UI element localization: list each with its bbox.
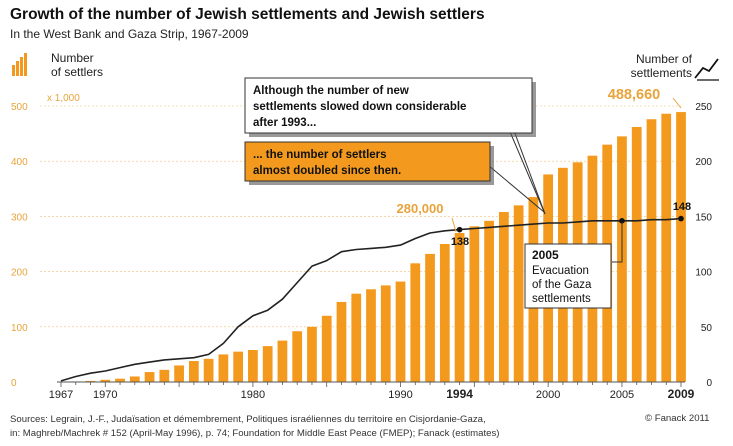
settlers-2009-label: 488,660: [608, 87, 660, 103]
settlers-bar: [85, 380, 96, 382]
right-tick-label: 0: [706, 378, 712, 389]
left-axis-label-line1: Number: [51, 51, 94, 65]
settlers-bar: [351, 293, 362, 382]
settlements-1994-label: 138: [451, 236, 469, 248]
settlers-bar: [454, 232, 465, 382]
annotation-gaza-line1: Evacuation: [532, 265, 589, 277]
settlers-bar: [321, 315, 332, 382]
settlers-bar: [129, 376, 140, 382]
x-tick-label: 2000: [536, 389, 560, 401]
annotation-slowdown: Although the number of new settlements s…: [244, 77, 546, 215]
settlers-bar: [676, 112, 686, 383]
settlers-bar: [631, 126, 642, 382]
settlers-bar: [115, 378, 125, 382]
settlers-bar: [159, 369, 170, 382]
settlements-line: [60, 217, 682, 382]
left-tick-label: 200: [11, 268, 28, 279]
left-axis-label-line2: of settlers: [51, 65, 103, 79]
right-axis-label-line1: Number of: [636, 52, 693, 66]
right-tick-label: 100: [695, 268, 712, 279]
right-tick-label: 50: [701, 323, 713, 334]
annotation-doubling: ... the number of settlers almost double…: [244, 141, 545, 213]
settlers-bar: [380, 285, 391, 382]
left-tick-label: 500: [11, 102, 28, 113]
x-tick-label: 1994: [446, 387, 473, 401]
settlements-marker: [456, 226, 463, 233]
settlements-marker: [678, 215, 684, 222]
right-tick-label: 200: [695, 157, 712, 168]
chart-title: Growth of the number of Jewish settlemen…: [10, 6, 485, 23]
settlers-bar: [410, 263, 421, 382]
settlers-bar: [277, 340, 288, 382]
settlers-bar: [100, 379, 111, 382]
settlers-axis-icon: [12, 53, 27, 76]
settlers-bar: [307, 326, 317, 382]
settlers-bar: [248, 349, 258, 382]
settlers-bar: [469, 226, 480, 382]
chart-subtitle: In the West Bank and Gaza Strip, 1967-20…: [10, 27, 249, 41]
chart-area: 0 100 200 300 400 500 0 50 100 150 200 250 1967 1970 1…: [11, 51, 719, 401]
settlements-2009-label: 148: [673, 201, 691, 213]
left-tick-label: 300: [11, 212, 28, 223]
settlements-axis-icon: [694, 58, 719, 81]
x-tick-label: 1990: [388, 389, 412, 401]
left-tick-label: 0: [11, 378, 17, 389]
settlers-bar: [262, 346, 273, 382]
settlers-bar: [188, 361, 199, 382]
settlers-bar: [395, 281, 406, 382]
settlers-bar: [144, 372, 155, 382]
settlements-marker: [619, 218, 625, 224]
settlers-bar: [336, 301, 347, 382]
annotation-gaza-line3: settlements: [532, 293, 591, 305]
settlers-2009-leader: [672, 97, 682, 109]
sources-note: Sources: Legrain, J.-F., Judaïsation et …: [10, 413, 500, 441]
right-tick-label: 150: [695, 212, 712, 223]
annotation-slowdown-line2: settlements slowed down considerable: [253, 101, 466, 113]
left-tick-label: 400: [11, 157, 28, 168]
annotation-gaza-evacuation: 2005 Evacuation of the Gaza settlements: [524, 222, 623, 309]
settlers-bar: [661, 113, 672, 382]
settlers-bar: [439, 244, 450, 382]
settlers-bar: [513, 205, 524, 382]
left-axis-unit: x 1,000: [47, 93, 80, 104]
settlers-bar: [292, 331, 303, 382]
sources-line-1: Sources: Legrain, J.-F., Judaïsation et …: [10, 414, 486, 425]
settlers-1994-label: 280,000: [397, 201, 444, 216]
x-tick-label: 2009: [668, 387, 695, 401]
annotation-slowdown-line3: after 1993...: [253, 117, 316, 129]
x-tick-label: 1980: [241, 389, 265, 401]
left-tick-label: 100: [11, 323, 28, 334]
x-tick-label: 2005: [610, 389, 634, 401]
settlers-bar: [646, 119, 657, 383]
annotation-slowdown-line1: Although the number of new: [253, 85, 409, 97]
settlers-bar: [233, 351, 244, 382]
right-axis-label-line2: settlements: [631, 66, 692, 80]
sources-line-2: in: Maghreb/Machrek # 152 (April-May 199…: [10, 428, 500, 439]
x-tick-label: 1967: [49, 389, 73, 401]
annotation-gaza-line2: of the Gaza: [532, 279, 592, 291]
annotation-doubling-line1: ... the number of settlers: [253, 149, 387, 161]
settlers-bar: [366, 289, 376, 382]
settlers-bar: [425, 253, 435, 382]
right-tick-label: 250: [695, 102, 712, 113]
settlers-bar: [174, 365, 184, 382]
annotation-doubling-line2: almost doubled since then.: [253, 165, 401, 177]
settlers-bar: [203, 358, 214, 382]
settlers-bar: [498, 211, 509, 382]
settlers-bar: [484, 220, 494, 382]
copyright: © Fanack 2011: [645, 413, 710, 424]
annotation-gaza-year: 2005: [532, 248, 559, 262]
settlers-1994-leader: [451, 217, 457, 233]
settlers-bar: [218, 354, 229, 382]
x-tick-label: 1970: [93, 389, 117, 401]
